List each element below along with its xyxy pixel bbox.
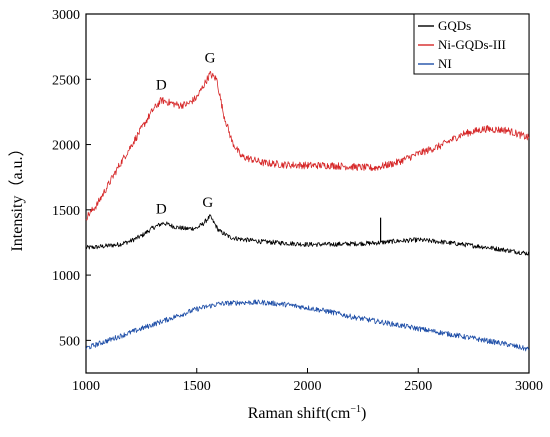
x-tick-label: 2000 [294,379,322,394]
legend-label-ni: NI [438,56,452,71]
x-tick-label: 1000 [72,379,100,394]
legend-label-ni-gqds-iii: Ni-GQDs-III [438,37,506,52]
x-tick-label: 3000 [515,379,543,394]
legend: GQDs Ni-GQDs-III NI [413,13,530,75]
peak-label-g-4: G [202,195,213,211]
peak-label-g-2: G [205,50,216,66]
y-tick-label: 1000 [52,269,80,284]
y-tick-label: 3000 [52,8,80,23]
y-tick-label: 2500 [52,73,80,88]
series-line-gqds [85,214,530,256]
peak-label-d-1: D [156,78,167,94]
x-tick-label: 2500 [404,379,432,394]
x-axis-title: Raman shift(cm−1) [248,404,367,422]
x-tick-label: 1500 [183,379,211,394]
y-tick-label: 1500 [52,204,80,219]
legend-label-gqds: GQDs [438,18,471,33]
peak-label-d-3: D [156,202,167,218]
series-line-ni-gqds-iii [85,71,530,221]
series-line-ni [85,299,530,352]
y-tick-label: 2000 [52,139,80,154]
tick-layer: 1000 1500 2000 2500 3000 500 1000 1500 2000 2500 3… [52,8,543,394]
y-axis-title: Intensity（a.u.） [8,140,26,251]
y-tick-label: 500 [59,334,80,349]
